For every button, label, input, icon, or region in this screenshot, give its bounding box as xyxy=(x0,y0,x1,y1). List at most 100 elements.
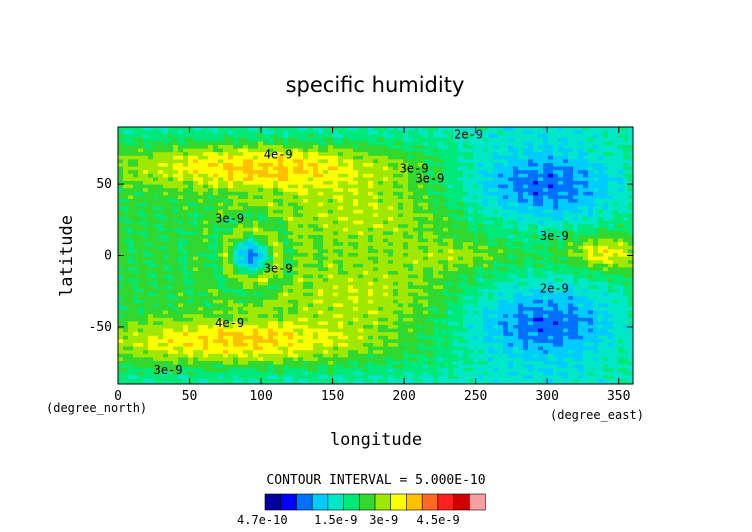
field-cell xyxy=(413,170,419,175)
field-cell xyxy=(418,141,424,146)
field-cell xyxy=(353,278,359,283)
field-cell xyxy=(128,152,134,157)
field-cell xyxy=(123,231,129,236)
field-cell xyxy=(258,263,264,268)
field-cell xyxy=(223,148,229,153)
field-cell xyxy=(163,152,169,157)
field-cell xyxy=(473,191,479,196)
field-cell xyxy=(393,209,399,214)
field-cell xyxy=(353,130,359,135)
field-cell xyxy=(483,227,489,232)
field-cell xyxy=(623,220,629,225)
field-cell xyxy=(518,148,524,153)
field-cell xyxy=(338,166,344,171)
field-cell xyxy=(518,188,524,193)
field-cell xyxy=(493,202,499,207)
field-cell xyxy=(528,188,534,193)
field-cell xyxy=(313,249,319,254)
field-cell xyxy=(158,224,164,229)
field-cell xyxy=(373,191,379,196)
field-cell xyxy=(628,242,633,247)
field-cell xyxy=(388,127,394,131)
field-cell xyxy=(223,292,229,297)
field-cell xyxy=(198,127,204,131)
field-cell xyxy=(168,289,174,293)
field-cell xyxy=(173,155,179,160)
field-cell xyxy=(293,263,299,268)
field-cell xyxy=(508,274,514,279)
field-cell xyxy=(368,206,374,211)
field-cell xyxy=(203,170,209,175)
field-cell xyxy=(558,249,564,254)
field-cell xyxy=(173,217,179,221)
field-cell xyxy=(223,249,229,254)
field-cell xyxy=(253,195,259,200)
field-cell xyxy=(488,220,494,225)
field-cell xyxy=(363,209,369,214)
field-cell xyxy=(138,170,144,175)
field-cell xyxy=(153,127,159,131)
field-cell xyxy=(608,227,614,232)
field-cell xyxy=(483,170,489,175)
field-cell xyxy=(233,220,239,225)
field-cell xyxy=(523,177,529,182)
field-cell xyxy=(588,127,594,131)
field-cell xyxy=(228,263,234,268)
field-cell xyxy=(178,235,184,239)
field-cell xyxy=(388,245,394,250)
field-cell xyxy=(588,173,594,178)
field-cell xyxy=(258,289,264,293)
field-cell xyxy=(498,245,504,250)
field-cell xyxy=(148,274,154,279)
field-cell xyxy=(528,263,534,268)
field-cell xyxy=(478,289,484,293)
field-cell xyxy=(163,249,169,254)
field-cell xyxy=(308,166,314,171)
field-cell xyxy=(438,249,444,254)
field-cell xyxy=(293,289,299,293)
field-cell xyxy=(473,206,479,211)
field-cell xyxy=(258,145,264,149)
field-cell xyxy=(618,245,624,250)
field-cell xyxy=(483,209,489,214)
field-cell xyxy=(283,235,289,239)
field-cell xyxy=(193,213,199,218)
field-cell xyxy=(183,263,189,268)
field-cell xyxy=(588,141,594,146)
field-cell xyxy=(543,235,549,239)
field-cell xyxy=(613,170,619,175)
field-cell xyxy=(483,289,489,293)
field-cell xyxy=(203,224,209,229)
field-cell xyxy=(143,159,149,164)
field-cell xyxy=(238,263,244,268)
field-cell xyxy=(508,267,514,272)
field-cell xyxy=(453,263,459,268)
field-cell xyxy=(483,224,489,229)
field-cell xyxy=(238,231,244,236)
field-cell xyxy=(223,166,229,171)
field-cell xyxy=(458,292,464,297)
field-cell xyxy=(208,267,214,272)
field-cell xyxy=(523,181,529,185)
field-cell xyxy=(308,224,314,229)
field-cell xyxy=(543,260,549,265)
field-cell xyxy=(498,260,504,265)
field-cell xyxy=(118,155,124,160)
field-cell xyxy=(303,188,309,193)
field-cell xyxy=(553,245,559,250)
field-cell xyxy=(188,281,194,286)
field-cell xyxy=(128,173,134,178)
field-cell xyxy=(293,267,299,272)
field-cell xyxy=(453,130,459,135)
field-cell xyxy=(413,134,419,139)
field-cell xyxy=(568,263,574,268)
field-cell xyxy=(378,267,384,272)
field-cell xyxy=(423,238,429,243)
field-cell xyxy=(548,238,554,243)
field-cell xyxy=(598,278,604,283)
field-cell xyxy=(328,217,334,221)
field-cell xyxy=(188,173,194,178)
field-cell xyxy=(223,155,229,160)
field-cell xyxy=(358,274,364,279)
field-cell xyxy=(123,130,129,135)
